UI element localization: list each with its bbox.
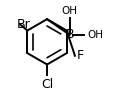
Text: F: F <box>76 49 83 62</box>
Text: OH: OH <box>86 30 102 40</box>
Text: OH: OH <box>61 6 77 16</box>
Text: Cl: Cl <box>41 78 53 91</box>
Text: B: B <box>65 28 73 41</box>
Text: Br: Br <box>16 18 30 31</box>
